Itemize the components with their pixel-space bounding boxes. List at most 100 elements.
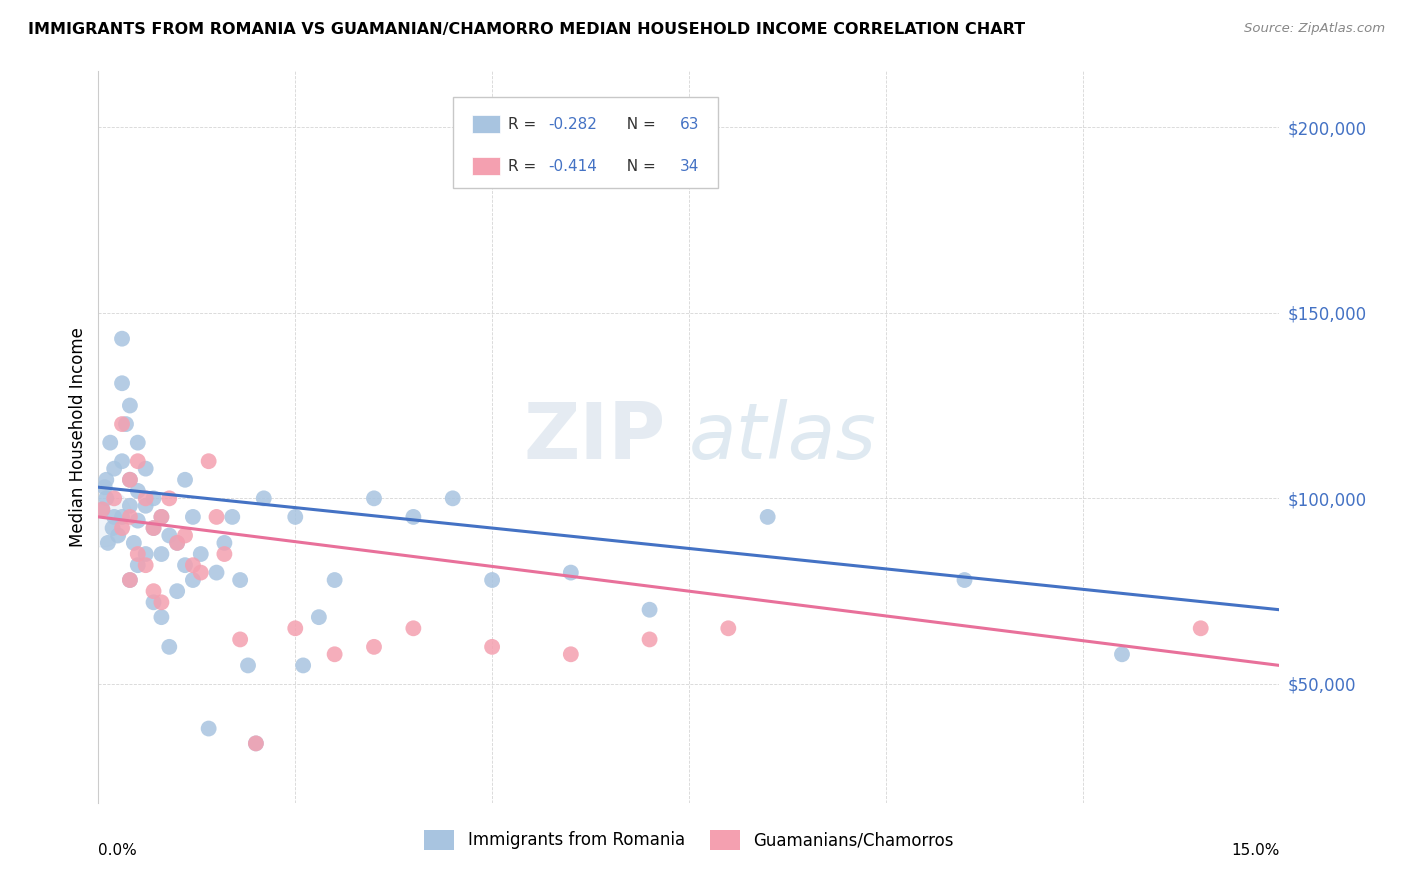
Y-axis label: Median Household Income: Median Household Income	[69, 327, 87, 547]
Point	[638, 632, 661, 647]
Point	[127, 558, 149, 573]
Point	[1111, 648, 1133, 662]
Text: 34: 34	[679, 159, 699, 174]
Point	[323, 573, 346, 587]
Text: 15.0%: 15.0%	[1232, 843, 1279, 858]
Point	[181, 573, 204, 587]
Point	[111, 521, 134, 535]
Point	[174, 473, 197, 487]
Point	[142, 521, 165, 535]
Point	[118, 473, 141, 487]
Point	[717, 621, 740, 635]
Point	[127, 547, 149, 561]
Point	[157, 528, 180, 542]
Text: ZIP: ZIP	[523, 399, 665, 475]
Point	[221, 509, 243, 524]
Point	[441, 491, 464, 506]
Text: 0.0%: 0.0%	[98, 843, 138, 858]
Point	[111, 376, 134, 391]
Text: -0.282: -0.282	[548, 117, 598, 132]
Point	[150, 595, 173, 609]
Point	[122, 536, 145, 550]
Point	[96, 473, 118, 487]
Point	[142, 491, 165, 506]
Point	[107, 528, 129, 542]
Point	[135, 547, 157, 561]
Point	[253, 491, 276, 506]
Point	[197, 454, 219, 468]
Point	[205, 566, 228, 580]
Point	[229, 632, 252, 647]
Point	[93, 480, 115, 494]
Point	[101, 521, 124, 535]
Point	[205, 509, 228, 524]
Point	[292, 658, 315, 673]
Point	[96, 491, 118, 506]
Point	[97, 536, 120, 550]
Point	[245, 736, 267, 750]
Point	[111, 454, 134, 468]
Point	[142, 521, 165, 535]
Point	[127, 435, 149, 450]
Point	[98, 435, 121, 450]
Point	[308, 610, 330, 624]
Point	[363, 491, 385, 506]
Point	[150, 509, 173, 524]
Point	[127, 483, 149, 498]
Point	[236, 658, 259, 673]
Point	[91, 502, 114, 516]
FancyBboxPatch shape	[471, 115, 501, 133]
Text: N =: N =	[617, 117, 661, 132]
Point	[111, 417, 134, 431]
Point	[214, 547, 236, 561]
Point	[323, 648, 346, 662]
Point	[118, 473, 141, 487]
Point	[157, 640, 180, 654]
Point	[560, 566, 582, 580]
Point	[142, 595, 165, 609]
Point	[127, 454, 149, 468]
Point	[118, 399, 141, 413]
Point	[157, 491, 180, 506]
Point	[284, 509, 307, 524]
FancyBboxPatch shape	[453, 97, 718, 188]
Point	[90, 509, 112, 524]
Point	[111, 509, 134, 524]
Point	[103, 461, 125, 475]
Point	[181, 509, 204, 524]
Point	[756, 509, 779, 524]
Point	[560, 648, 582, 662]
Point	[1189, 621, 1212, 635]
Point	[174, 558, 197, 573]
Point	[166, 536, 188, 550]
Point	[103, 491, 125, 506]
Point	[150, 547, 173, 561]
Text: R =: R =	[508, 159, 541, 174]
Text: N =: N =	[617, 159, 661, 174]
Text: Source: ZipAtlas.com: Source: ZipAtlas.com	[1244, 22, 1385, 36]
Point	[229, 573, 252, 587]
Point	[402, 621, 425, 635]
Point	[166, 536, 188, 550]
Point	[190, 547, 212, 561]
Point	[245, 736, 267, 750]
Point	[481, 640, 503, 654]
Legend: Immigrants from Romania, Guamanians/Chamorros: Immigrants from Romania, Guamanians/Cham…	[418, 823, 960, 856]
Point	[181, 558, 204, 573]
Point	[150, 610, 173, 624]
Point	[118, 499, 141, 513]
Point	[174, 528, 197, 542]
Point	[214, 536, 236, 550]
Point	[150, 509, 173, 524]
Point	[91, 502, 114, 516]
FancyBboxPatch shape	[471, 158, 501, 175]
Point	[402, 509, 425, 524]
Point	[142, 584, 165, 599]
Text: -0.414: -0.414	[548, 159, 598, 174]
Text: 63: 63	[679, 117, 699, 132]
Point	[103, 509, 125, 524]
Point	[127, 514, 149, 528]
Point	[284, 621, 307, 635]
Point	[166, 584, 188, 599]
Text: R =: R =	[508, 117, 541, 132]
